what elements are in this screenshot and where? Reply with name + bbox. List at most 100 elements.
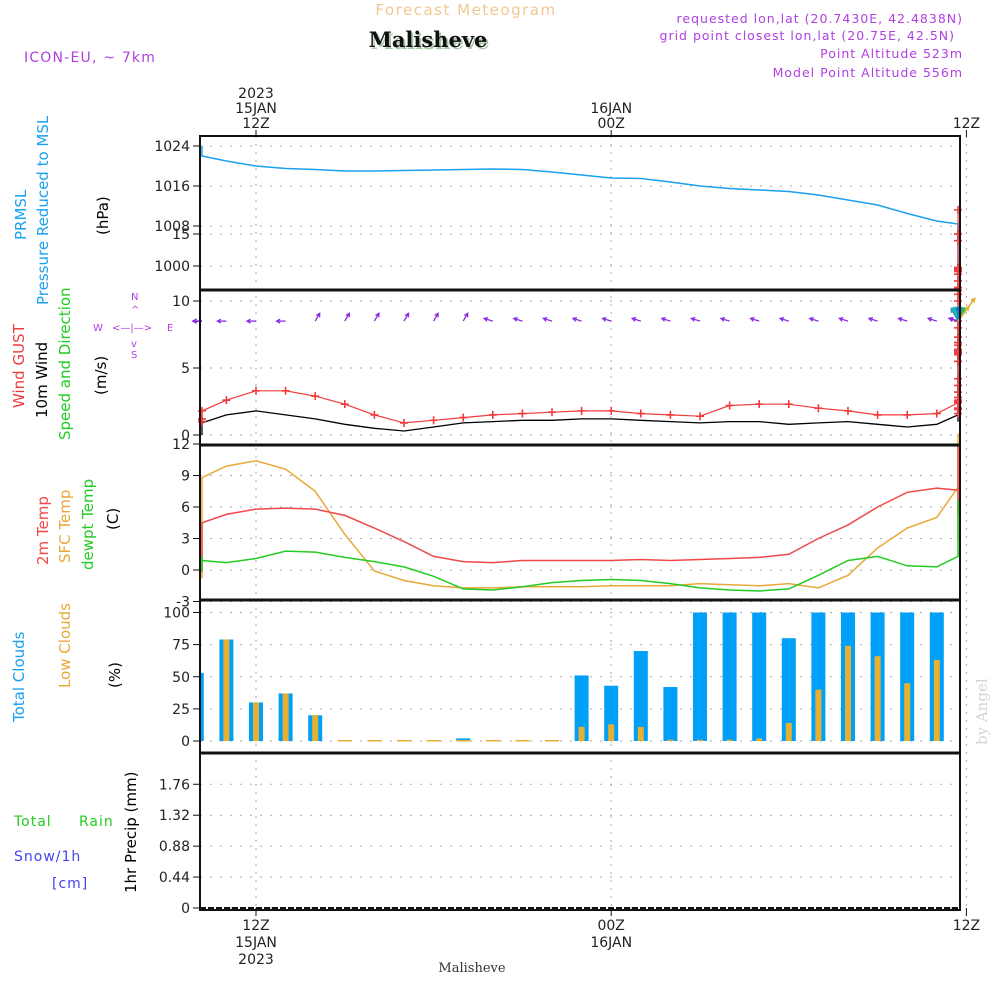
gust-marker	[311, 392, 320, 401]
gust-marker	[636, 409, 645, 418]
axes-layer: 202315JAN12Z16JAN00Z12Z17JAN00Z12Z18JAN0…	[154, 86, 980, 968]
top-time-label: 00Z	[597, 116, 624, 132]
wind-direction-arrow	[632, 317, 641, 322]
low-cloud-bar	[904, 683, 911, 741]
value-tick-label: 0.44	[159, 870, 190, 886]
value-tick-label: -3	[176, 595, 190, 611]
requested-coords: requested lon,lat (20.7430E, 42.4838N)	[677, 11, 963, 26]
wind-direction-arrow	[661, 317, 671, 322]
wind-arrow-head	[630, 317, 637, 322]
wind-direction-arrow	[513, 317, 523, 322]
wind-direction-arrow	[314, 312, 321, 322]
low-cloud-bar	[282, 693, 289, 741]
wind-arrow-head	[571, 317, 578, 322]
value-tick-label: 0	[181, 901, 190, 917]
wind-gust-label: Wind GUST	[10, 323, 28, 408]
value-tick-label: 12	[172, 437, 190, 453]
plot-frame	[199, 135, 961, 911]
low-cloud-bar	[367, 740, 382, 742]
value-tick-label: 0	[181, 563, 190, 579]
pressure-labels: PRMSL Pressure Reduced to MSL (hPa)	[12, 115, 112, 305]
low-cloud-bar	[637, 726, 644, 741]
low-cloud-bar	[608, 724, 615, 741]
cm-label: [cm]	[52, 876, 88, 892]
gust-marker	[577, 406, 586, 415]
value-tick-label: 1024	[154, 139, 190, 155]
product-title: Forecast Meteogram	[375, 1, 556, 19]
low-cloud-bar	[397, 740, 411, 742]
gust-marker	[429, 416, 438, 425]
wind-direction-arrow	[951, 308, 959, 322]
low-cloud-bar	[845, 645, 851, 741]
gust-marker	[370, 410, 379, 419]
2m-temp-label: 2m Temp	[34, 496, 52, 565]
rain-label: Rain	[79, 814, 114, 830]
total-cloud-bar	[722, 612, 737, 741]
bottom-time-label: 12Z	[242, 918, 269, 934]
gust-marker	[222, 396, 231, 405]
total-cloud-bar	[201, 672, 204, 741]
wind-arrow-head	[512, 317, 518, 322]
value-tick-label: 100	[163, 606, 190, 622]
wind-arrow-head	[926, 317, 933, 322]
low-cloud-bar	[337, 740, 352, 742]
wind-arrow-head	[960, 307, 965, 313]
total-clouds-label: Total Clouds	[10, 631, 28, 723]
compass-s: S	[131, 350, 137, 361]
top-time-label: 12Z	[953, 116, 980, 132]
value-tick-label: 25	[172, 702, 190, 718]
precip-labels: Total Rain Snow/1h [cm] 1hr Precip (mm)	[13, 772, 140, 893]
wind-arrow-head	[345, 312, 350, 318]
sfc-temp-line	[201, 433, 959, 589]
location-title: Malisheve	[369, 27, 488, 52]
top-time-label: 15JAN	[235, 101, 277, 117]
value-tick-label: 1016	[154, 179, 190, 195]
low-cloud-bar	[253, 702, 259, 741]
wind-direction-arrow	[928, 317, 937, 322]
total-cloud-bar	[693, 612, 707, 741]
low-cloud-bar	[726, 739, 733, 741]
wind-arrow-head	[216, 318, 222, 324]
wind-direction-arrow	[484, 317, 493, 322]
wind-arrow-head	[838, 317, 844, 322]
bottom-time-label: 2023	[238, 952, 274, 968]
gust-marker	[400, 418, 408, 427]
value-tick-label: 9	[181, 469, 190, 485]
percent-label: (%)	[106, 662, 124, 688]
location-title-shadow: Malisheve	[371, 29, 490, 54]
bottom-time-label: 12Z	[953, 918, 980, 934]
wind-direction-arrow	[543, 317, 553, 322]
temp-2m-line	[201, 445, 959, 573]
value-tick-label: 6	[181, 500, 190, 516]
bottom-time-label: 15JAN	[235, 935, 277, 951]
wind-direction-arrow	[780, 317, 789, 322]
wind-arrow-head	[245, 318, 251, 324]
wind-speed-line	[201, 323, 959, 435]
wind-direction-arrow	[602, 317, 612, 322]
gust-marker	[903, 410, 912, 419]
10m-wind-label: 10m Wind	[33, 342, 51, 418]
wind-direction-arrow	[433, 312, 439, 322]
wind-arrow-head	[948, 317, 954, 322]
gust-line	[201, 209, 959, 424]
cloud-labels: Total Clouds Low Clouds (%)	[10, 603, 124, 723]
point-altitude: Point Altitude 523m	[820, 46, 963, 61]
prmsl-label: PRMSL	[12, 189, 30, 240]
top-time-label: 16JAN	[590, 101, 632, 117]
wind-arrow-head	[951, 307, 956, 313]
wind-direction-arrow	[462, 312, 469, 322]
dewpt-line	[201, 499, 959, 592]
low-cloud-bar	[933, 660, 940, 741]
low-cloud-bar	[515, 740, 530, 742]
compass-arrows: <—|—>	[112, 323, 152, 334]
total-cloud-bar	[456, 738, 471, 741]
bottom-time-label: 16JAN	[590, 935, 632, 951]
wind-direction-arrow	[839, 317, 849, 322]
value-tick-label: 5	[181, 361, 190, 377]
wind-arrow-head	[660, 317, 666, 322]
gust-marker	[281, 386, 290, 395]
total-cloud-bar	[900, 612, 915, 741]
low-cloud-bar	[785, 723, 792, 741]
wind-arrow-head	[275, 318, 281, 324]
